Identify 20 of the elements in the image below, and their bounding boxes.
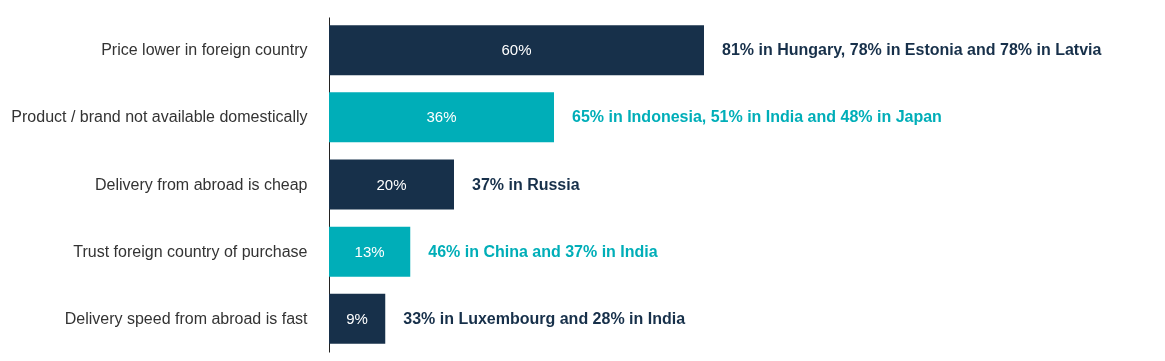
data-label: 9% xyxy=(346,309,368,327)
y-tick-label: Product / brand not available domestically xyxy=(11,108,308,126)
annotation: 37% in Russia xyxy=(472,175,580,193)
bar xyxy=(329,25,704,76)
bar xyxy=(329,226,411,277)
y-tick-label: Delivery speed from abroad is fast xyxy=(64,309,309,327)
annotation: 33% in Luxembourg and 28% in India xyxy=(403,309,686,327)
bar xyxy=(329,92,554,143)
annotation: 46% in China and 37% in India xyxy=(428,242,658,260)
data-label: 36% xyxy=(426,108,457,126)
bar xyxy=(329,159,454,210)
annotation: 81% in Hungary, 78% in Estonia and 78% in Latvia xyxy=(722,41,1102,59)
annotation: 65% in Indonesia, 51% in India and 48% in Japan xyxy=(572,108,942,126)
y-tick-label: Price lower in foreign country xyxy=(101,41,308,59)
data-label: 60% xyxy=(501,41,532,59)
bar xyxy=(329,293,386,344)
y-tick-label: Delivery from abroad is cheap xyxy=(94,175,308,193)
y-tick-label: Trust foreign country of purchase xyxy=(73,242,308,260)
data-label: 20% xyxy=(376,175,407,193)
data-label: 13% xyxy=(354,242,385,260)
